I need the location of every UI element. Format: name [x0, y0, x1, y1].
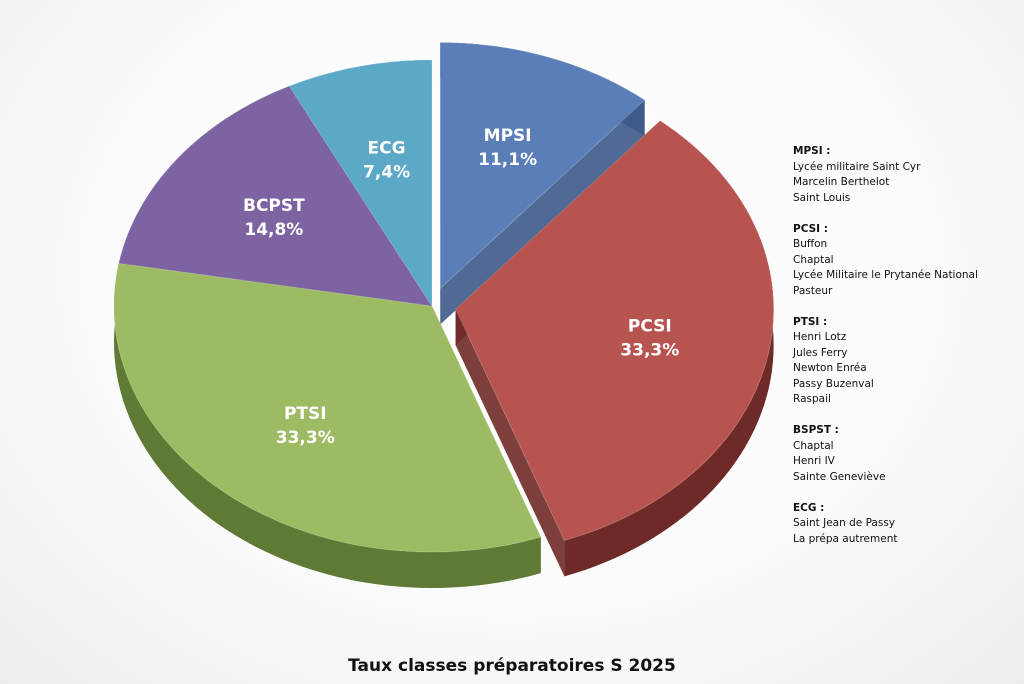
legend-item: Lycée Militaire le Prytanée National: [793, 269, 978, 281]
legend-group-ptsi: PTSI : Henri Lotz Jules Ferry Newton Enr…: [793, 315, 1018, 408]
pie-slice-edge-mpsi: [440, 100, 645, 325]
slice-percent-ptsi: 33,3%: [276, 428, 335, 448]
legend-item: Lycée militaire Saint Cyr: [793, 160, 921, 173]
legend-item: Pasteur: [793, 284, 833, 297]
pie-slice-bcpst: [118, 85, 434, 307]
legend-group-mpsi: MPSI : Lycée militaire Saint Cyr Marceli…: [793, 144, 1018, 206]
legend-group-pcsi: PCSI : Buffon Chaptal Lycée Militaire le…: [793, 222, 1018, 300]
legend-item: Henri Lotz: [793, 331, 847, 343]
slice-percent-ecg: 7,4%: [363, 163, 410, 183]
legend-item: Sainte Geneviève: [793, 470, 886, 483]
legend-item: Saint Louis: [793, 191, 851, 204]
slice-percent-mpsi: 11,1%: [478, 150, 537, 170]
pie-slice-mpsi: [439, 42, 646, 290]
slice-label-ecg: ECG: [368, 139, 406, 159]
legend-group-bspst: BSPST : Chaptal Henri IV Sainte Genevièv…: [793, 423, 1018, 485]
legend-item: Saint Jean de Passy: [793, 517, 896, 529]
pie-slice-edge-pcsi: [455, 309, 565, 577]
legend-item: Chaptal: [793, 253, 834, 266]
pie-slice-side-pcsi: [564, 120, 774, 577]
legend-item: Raspail: [793, 393, 831, 405]
legend-item: Henri IV: [793, 455, 835, 467]
legend-item: Marcelin Berthelot: [793, 176, 890, 188]
slice-label-bcpst: BCPST: [243, 196, 305, 216]
pie-labels: MPSI 11,1% PCSI 33,3% PTSI 33,3% BCPST 14,8% ECG…: [243, 126, 679, 448]
pie-slice-ptsi: [113, 262, 542, 553]
pie-slice-pcsi: [455, 120, 775, 541]
slice-percent-pcsi: 33,3%: [620, 341, 679, 361]
legend-item: Passy Buzenval: [793, 377, 874, 390]
slice-label-ptsi: PTSI: [284, 404, 327, 424]
pie-slice-side-ptsi: [114, 263, 541, 588]
legend-heading: PTSI :: [793, 315, 828, 328]
legend-item: Jules Ferry: [793, 346, 848, 359]
legend: MPSI : Lycée militaire Saint Cyr Marceli…: [793, 144, 1018, 563]
chart-title: Taux classes préparatoires S 2025: [348, 656, 676, 676]
legend-heading: MPSI :: [793, 145, 831, 157]
legend-heading: ECG :: [793, 501, 825, 514]
pie-tops: [113, 42, 775, 553]
legend-item: Buffon: [793, 238, 828, 250]
legend-item: Chaptal: [793, 439, 834, 452]
legend-item: La prépa autrement: [793, 532, 898, 545]
legend-heading: BSPST :: [793, 424, 839, 436]
legend-item: Newton Enréa: [793, 362, 867, 374]
slice-percent-bcpst: 14,8%: [244, 220, 303, 240]
pie-slice-ecg: [288, 59, 433, 308]
legend-heading: PCSI :: [793, 222, 828, 235]
slice-label-mpsi: MPSI: [484, 126, 532, 146]
slice-label-pcsi: PCSI: [628, 317, 672, 337]
legend-group-ecg: ECG : Saint Jean de Passy La prépa autre…: [793, 501, 1018, 548]
